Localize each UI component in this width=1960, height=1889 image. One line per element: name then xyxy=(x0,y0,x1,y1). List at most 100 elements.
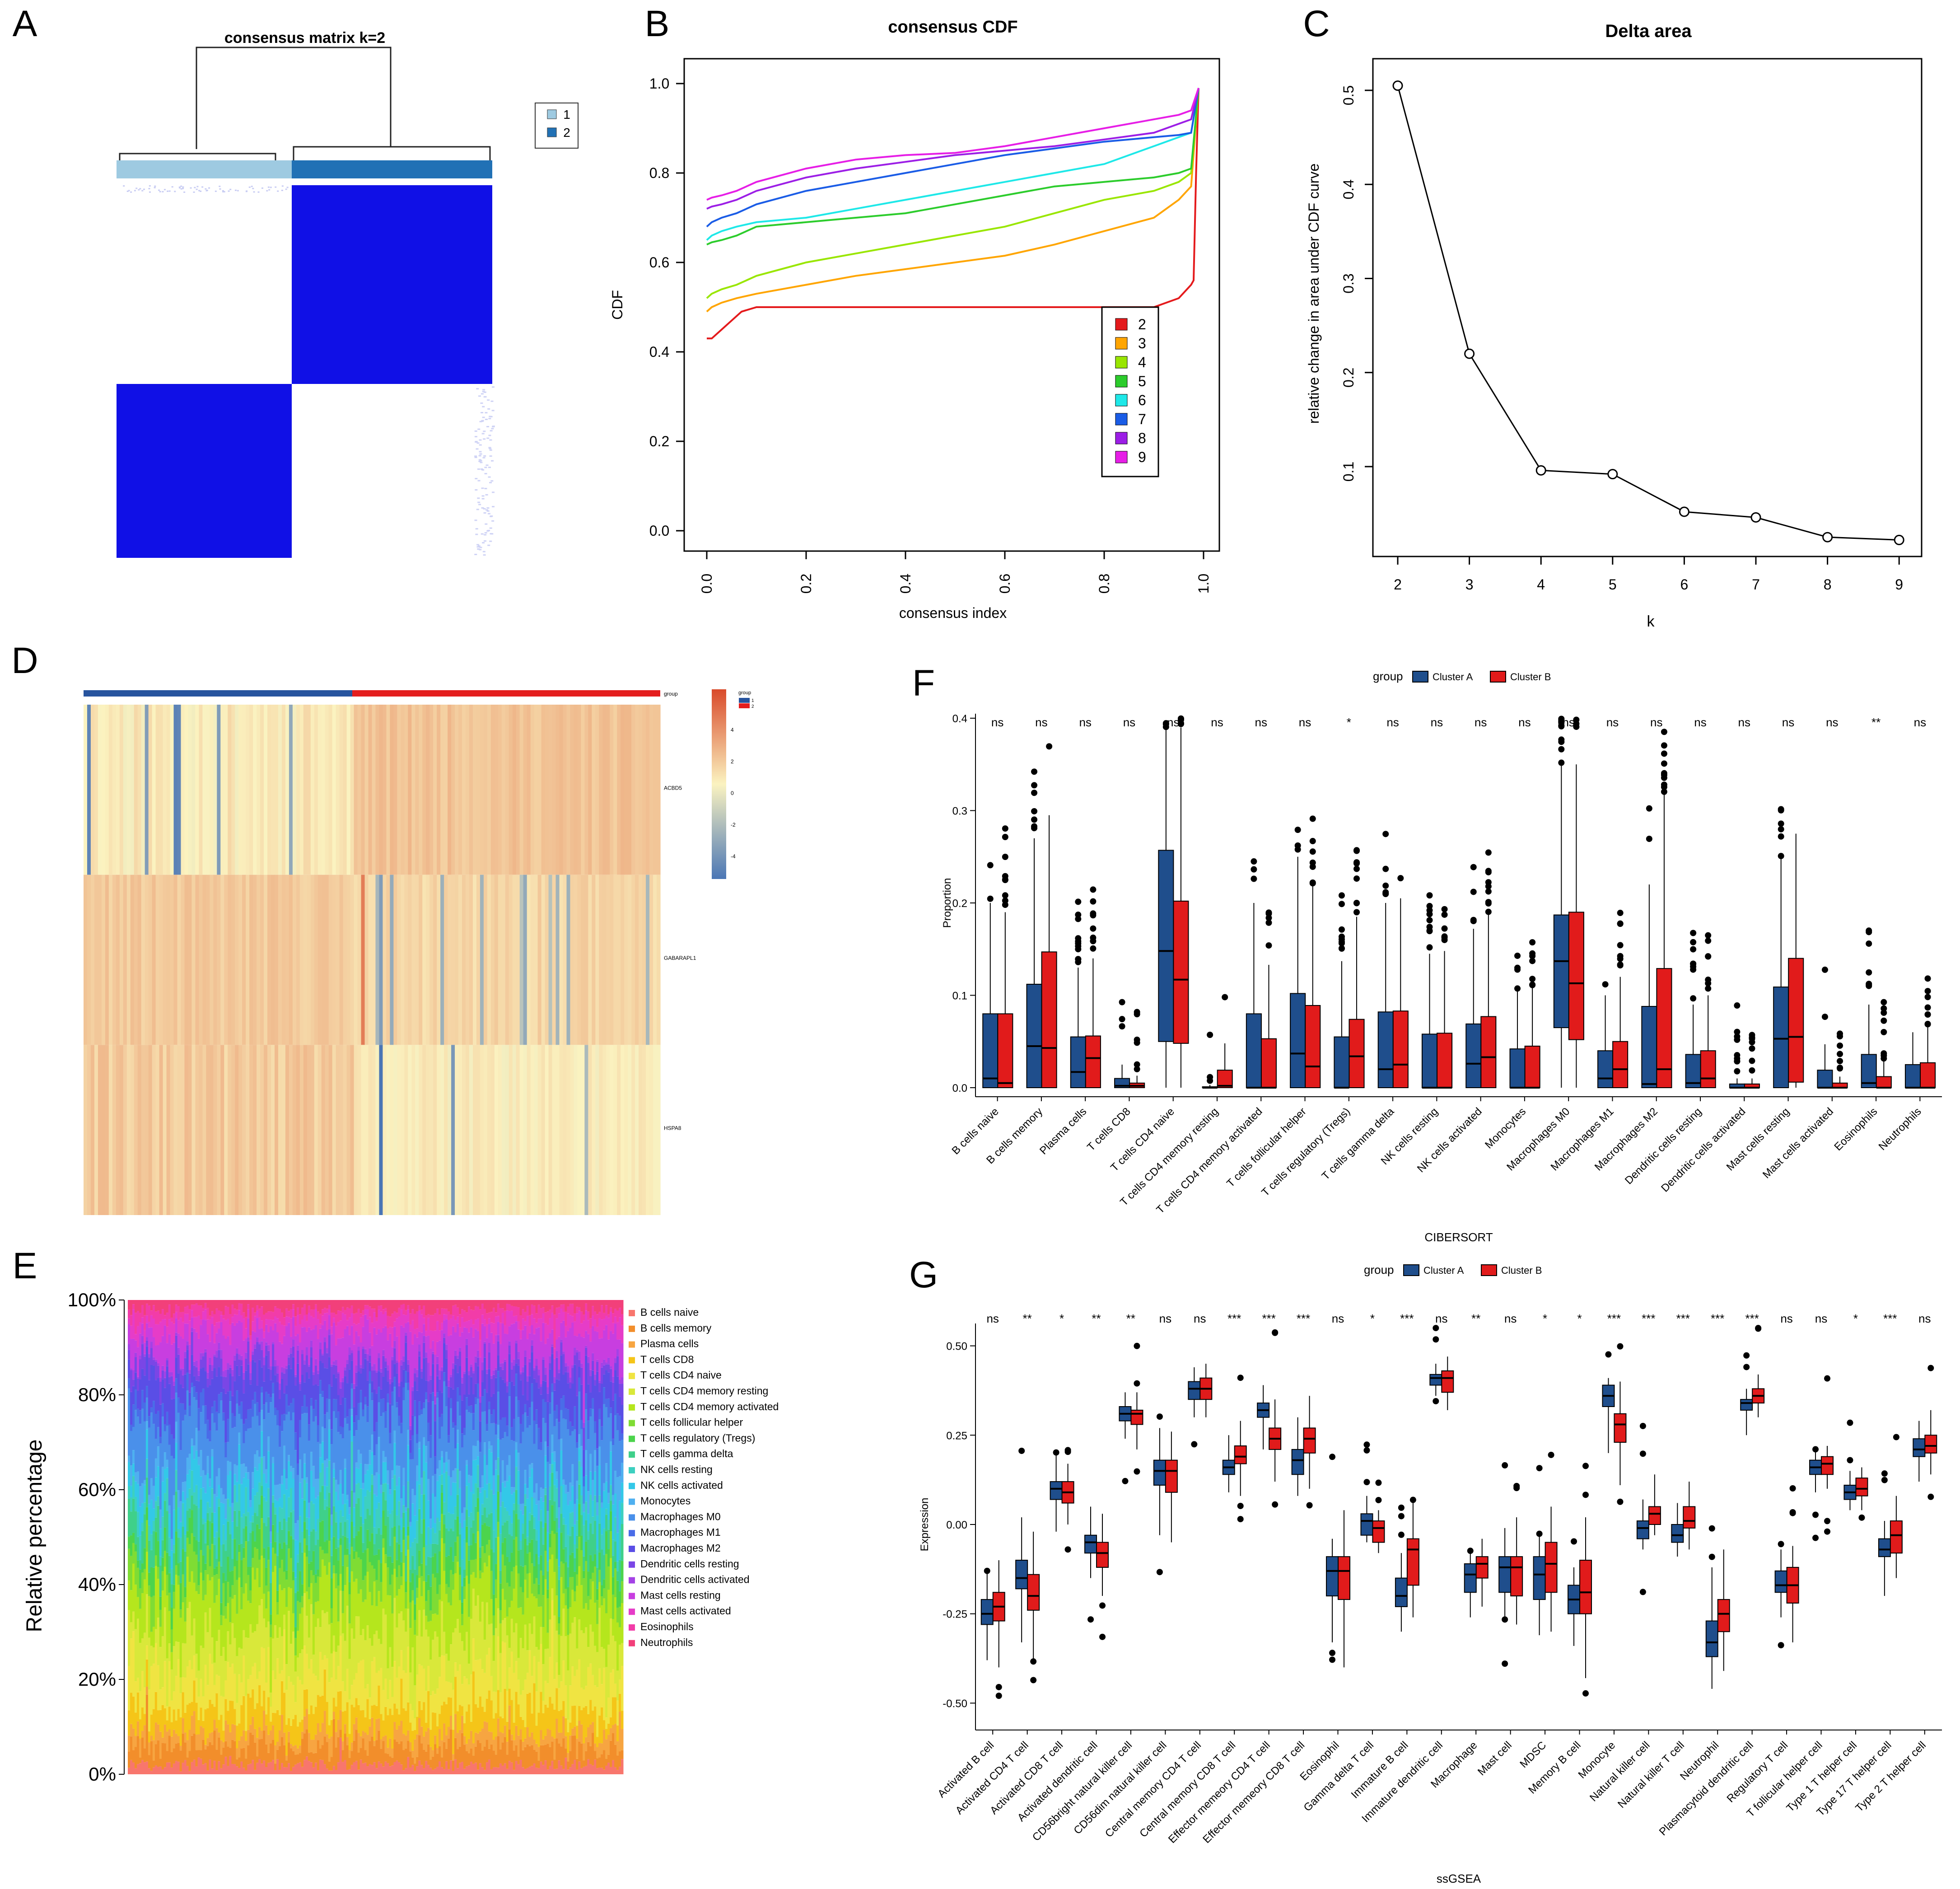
heat-cell xyxy=(368,874,373,1045)
e-bar-seg xyxy=(132,1450,135,1464)
e-bar-seg xyxy=(276,1300,279,1308)
e-bar-seg xyxy=(258,1605,261,1672)
e-bar-seg xyxy=(175,1443,178,1470)
matrix-noise xyxy=(154,187,156,188)
e-bar-seg xyxy=(549,1369,551,1403)
e-bar-seg xyxy=(429,1529,432,1544)
e-bar-seg xyxy=(296,1657,299,1677)
e-bar-seg xyxy=(261,1739,263,1764)
heat-cell xyxy=(610,874,614,1045)
heat-cell xyxy=(444,1045,448,1215)
e-bar-seg xyxy=(328,1419,331,1430)
e-bar-seg xyxy=(299,1653,302,1680)
e-bar-seg xyxy=(263,1558,266,1594)
e-bar-seg xyxy=(294,1540,297,1578)
e-bar-seg xyxy=(378,1685,380,1719)
e-ytick-label: 0% xyxy=(89,1763,116,1785)
e-bar-seg xyxy=(429,1393,432,1435)
e-bar-seg xyxy=(492,1692,495,1719)
e-bar-seg xyxy=(369,1333,372,1348)
e-bar-seg xyxy=(501,1543,504,1555)
e-bar-seg xyxy=(238,1740,241,1758)
heat-cell xyxy=(130,874,135,1045)
e-bar-seg xyxy=(429,1300,432,1315)
e-bar-seg xyxy=(240,1587,243,1609)
e-bar-seg xyxy=(301,1478,304,1499)
e-bar-seg xyxy=(299,1437,302,1460)
e-bar-seg xyxy=(330,1578,333,1608)
e-bar-seg xyxy=(348,1543,351,1554)
e-bar-seg xyxy=(236,1703,238,1726)
matrix-noise xyxy=(261,187,263,189)
e-bar-seg xyxy=(504,1763,507,1774)
e-bar-seg xyxy=(463,1327,466,1372)
e-bar-seg xyxy=(481,1524,484,1547)
e-bar-seg xyxy=(362,1315,365,1327)
e-bar-seg xyxy=(452,1689,455,1730)
e-bar-seg xyxy=(326,1330,329,1348)
e-bar-seg xyxy=(553,1615,556,1679)
e-bar-seg xyxy=(454,1662,457,1677)
matrix-noise xyxy=(491,506,495,508)
e-bar-seg xyxy=(215,1595,218,1641)
e-bar-seg xyxy=(182,1403,185,1421)
e-bar-seg xyxy=(359,1759,363,1774)
e-bar-seg xyxy=(465,1526,468,1543)
e-bar-seg xyxy=(398,1362,401,1383)
e-bar-seg xyxy=(332,1361,336,1365)
e-bar-seg xyxy=(467,1406,471,1412)
heat-cell xyxy=(401,1045,405,1215)
e-bar-seg xyxy=(213,1512,216,1538)
e-bar-seg xyxy=(276,1382,279,1410)
heat-cell xyxy=(426,1045,430,1215)
e-bar-seg xyxy=(136,1764,140,1774)
e-bar-seg xyxy=(132,1563,135,1612)
e-bar-seg xyxy=(357,1371,360,1403)
cdf-legend-label: 5 xyxy=(1138,373,1146,389)
e-bar-seg xyxy=(182,1503,185,1527)
e-bar-seg xyxy=(332,1506,336,1537)
e-bar-seg xyxy=(357,1309,360,1323)
e-bar-seg xyxy=(540,1341,542,1384)
e-bar-seg xyxy=(173,1495,176,1510)
e-ytick-label: 20% xyxy=(78,1669,116,1690)
e-bar-seg xyxy=(254,1316,257,1333)
e-bar-seg xyxy=(497,1304,500,1316)
cdf-ytick-label: 0.0 xyxy=(649,523,669,539)
e-bar-seg xyxy=(362,1524,365,1543)
heat-cell xyxy=(116,1045,120,1215)
e-bar-seg xyxy=(272,1712,275,1725)
e-bar-seg xyxy=(513,1588,516,1633)
e-bar-seg xyxy=(213,1707,216,1720)
e-bar-seg xyxy=(186,1740,189,1758)
e-bar-seg xyxy=(459,1336,462,1348)
e-bar-seg xyxy=(288,1455,290,1461)
e-bar-seg xyxy=(508,1341,511,1346)
e-bar-seg xyxy=(134,1472,137,1482)
heat-cell xyxy=(285,874,289,1045)
heat-cell xyxy=(610,705,614,875)
e-bar-seg xyxy=(130,1370,133,1392)
e-bar-seg xyxy=(504,1538,507,1566)
e-bar-seg xyxy=(184,1742,187,1760)
e-bar-seg xyxy=(182,1643,185,1678)
e-bar-seg xyxy=(504,1359,507,1362)
e-bar-seg xyxy=(136,1597,140,1619)
e-bar-seg xyxy=(429,1730,432,1747)
heat-cell xyxy=(448,1045,452,1215)
e-bar-seg xyxy=(159,1647,162,1690)
e-bar-seg xyxy=(323,1510,327,1542)
e-bar-seg xyxy=(384,1563,387,1615)
e-bar-seg xyxy=(380,1563,383,1582)
matrix-noise xyxy=(148,188,150,190)
e-bar-seg xyxy=(470,1476,473,1492)
e-bar-seg xyxy=(294,1764,297,1774)
e-bar-seg xyxy=(488,1731,491,1749)
e-bar-seg xyxy=(553,1709,556,1739)
e-bar-seg xyxy=(481,1767,484,1774)
heat-cell xyxy=(606,874,610,1045)
e-bar-seg xyxy=(134,1768,137,1774)
e-bar-seg xyxy=(439,1729,441,1746)
e-bar-seg xyxy=(515,1537,518,1566)
e-bar-seg xyxy=(526,1488,529,1499)
